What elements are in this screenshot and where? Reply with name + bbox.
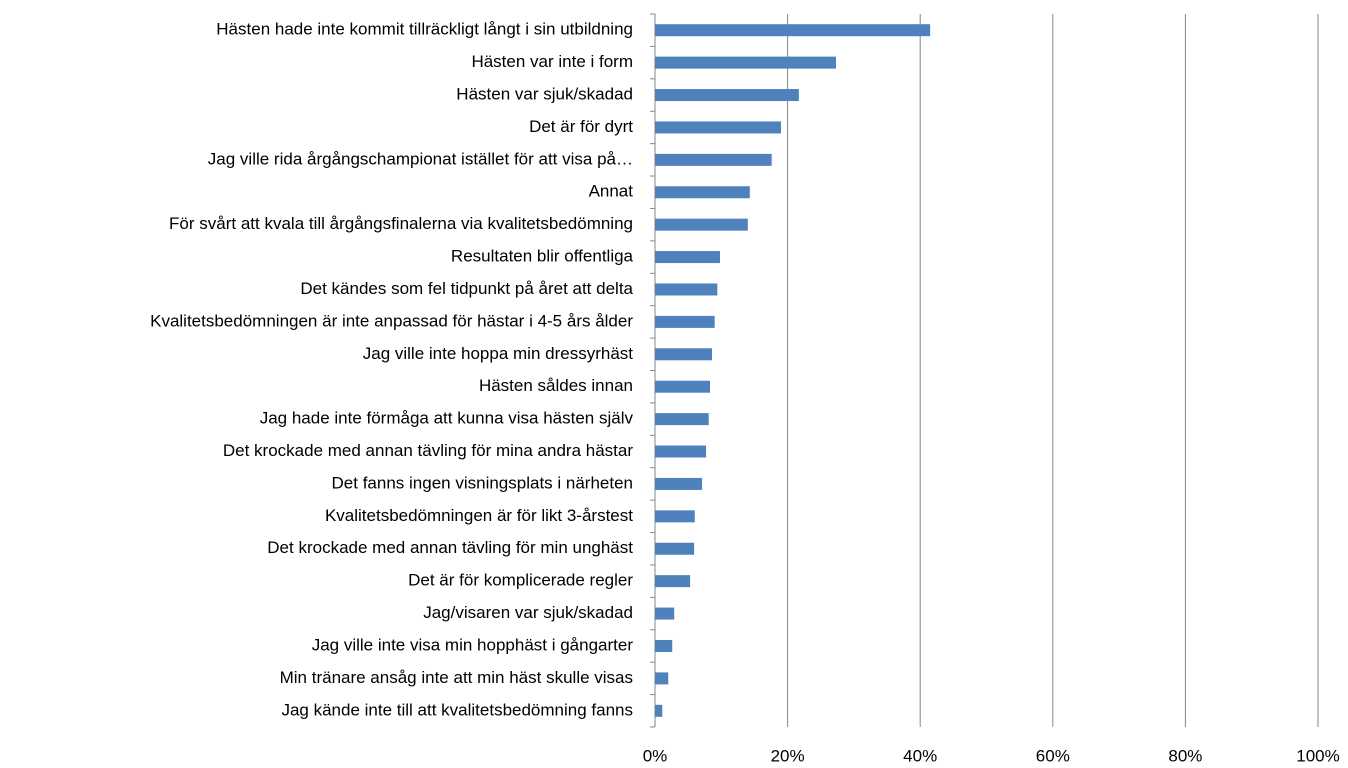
y-tick-label: Hästen såldes innan	[479, 376, 633, 395]
bar	[655, 510, 695, 523]
y-tick-label: Hästen var sjuk/skadad	[456, 85, 633, 104]
y-tick-label: Det krockade med annan tävling för mina …	[223, 441, 633, 460]
x-tick-label: 20%	[771, 746, 805, 765]
y-tick-label: Det är för dyrt	[529, 117, 633, 136]
y-tick-label: För svårt att kvala till årgångsfinalern…	[169, 214, 633, 233]
y-tick-label: Jag ville rida årgångschampionat iställe…	[208, 149, 633, 168]
bar	[655, 477, 703, 490]
y-tick-label: Jag hade inte förmåga att kunna visa häs…	[260, 409, 634, 428]
x-tick-label: 100%	[1296, 746, 1339, 765]
y-tick-label: Jag ville inte hoppa min dressyrhäst	[363, 344, 634, 363]
y-tick-label: Resultaten blir offentliga	[451, 247, 634, 266]
x-tick-label: 0%	[643, 746, 668, 765]
y-tick-label: Jag/visaren var sjuk/skadad	[423, 603, 633, 622]
bar	[655, 218, 748, 231]
bar	[655, 186, 750, 199]
y-tick-label: Det kändes som fel tidpunkt på året att …	[300, 279, 633, 298]
y-tick-label: Jag ville inte visa min hopphäst i gånga…	[312, 635, 634, 654]
y-tick-label: Jag kände inte till att kvalitetsbedömni…	[281, 700, 633, 719]
y-tick-label: Annat	[589, 182, 634, 201]
bar	[655, 24, 931, 37]
bar	[655, 348, 713, 361]
y-tick-label: Min tränare ansåg inte att min häst skul…	[280, 668, 633, 687]
y-tick-label: Det fanns ingen visningsplats i närheten	[332, 473, 633, 492]
bar	[655, 283, 718, 296]
bar	[655, 413, 709, 426]
bar	[655, 607, 675, 620]
y-tick-label: Det är för komplicerade regler	[408, 571, 633, 590]
bar	[655, 672, 669, 685]
bar	[655, 315, 715, 328]
bar	[655, 251, 720, 264]
y-tick-label: Kvalitetsbedömningen är för likt 3-årste…	[325, 506, 633, 525]
bar	[655, 121, 781, 134]
y-tick-label: Hästen var inte i form	[471, 52, 633, 71]
bar	[655, 575, 691, 588]
bar	[655, 445, 707, 458]
x-tick-label: 60%	[1036, 746, 1070, 765]
y-tick-label: Det krockade med annan tävling för min u…	[267, 538, 633, 557]
bar	[655, 542, 695, 555]
bar	[655, 639, 673, 652]
bar	[655, 153, 772, 166]
bar	[655, 704, 663, 717]
bar	[655, 380, 711, 393]
bar	[655, 56, 836, 69]
x-tick-label: 80%	[1168, 746, 1202, 765]
bar	[655, 89, 799, 102]
x-tick-label: 40%	[903, 746, 937, 765]
y-tick-label: Kvalitetsbedömningen är inte anpassad fö…	[150, 311, 633, 330]
y-tick-label: Hästen hade inte kommit tillräckligt lån…	[216, 20, 633, 39]
